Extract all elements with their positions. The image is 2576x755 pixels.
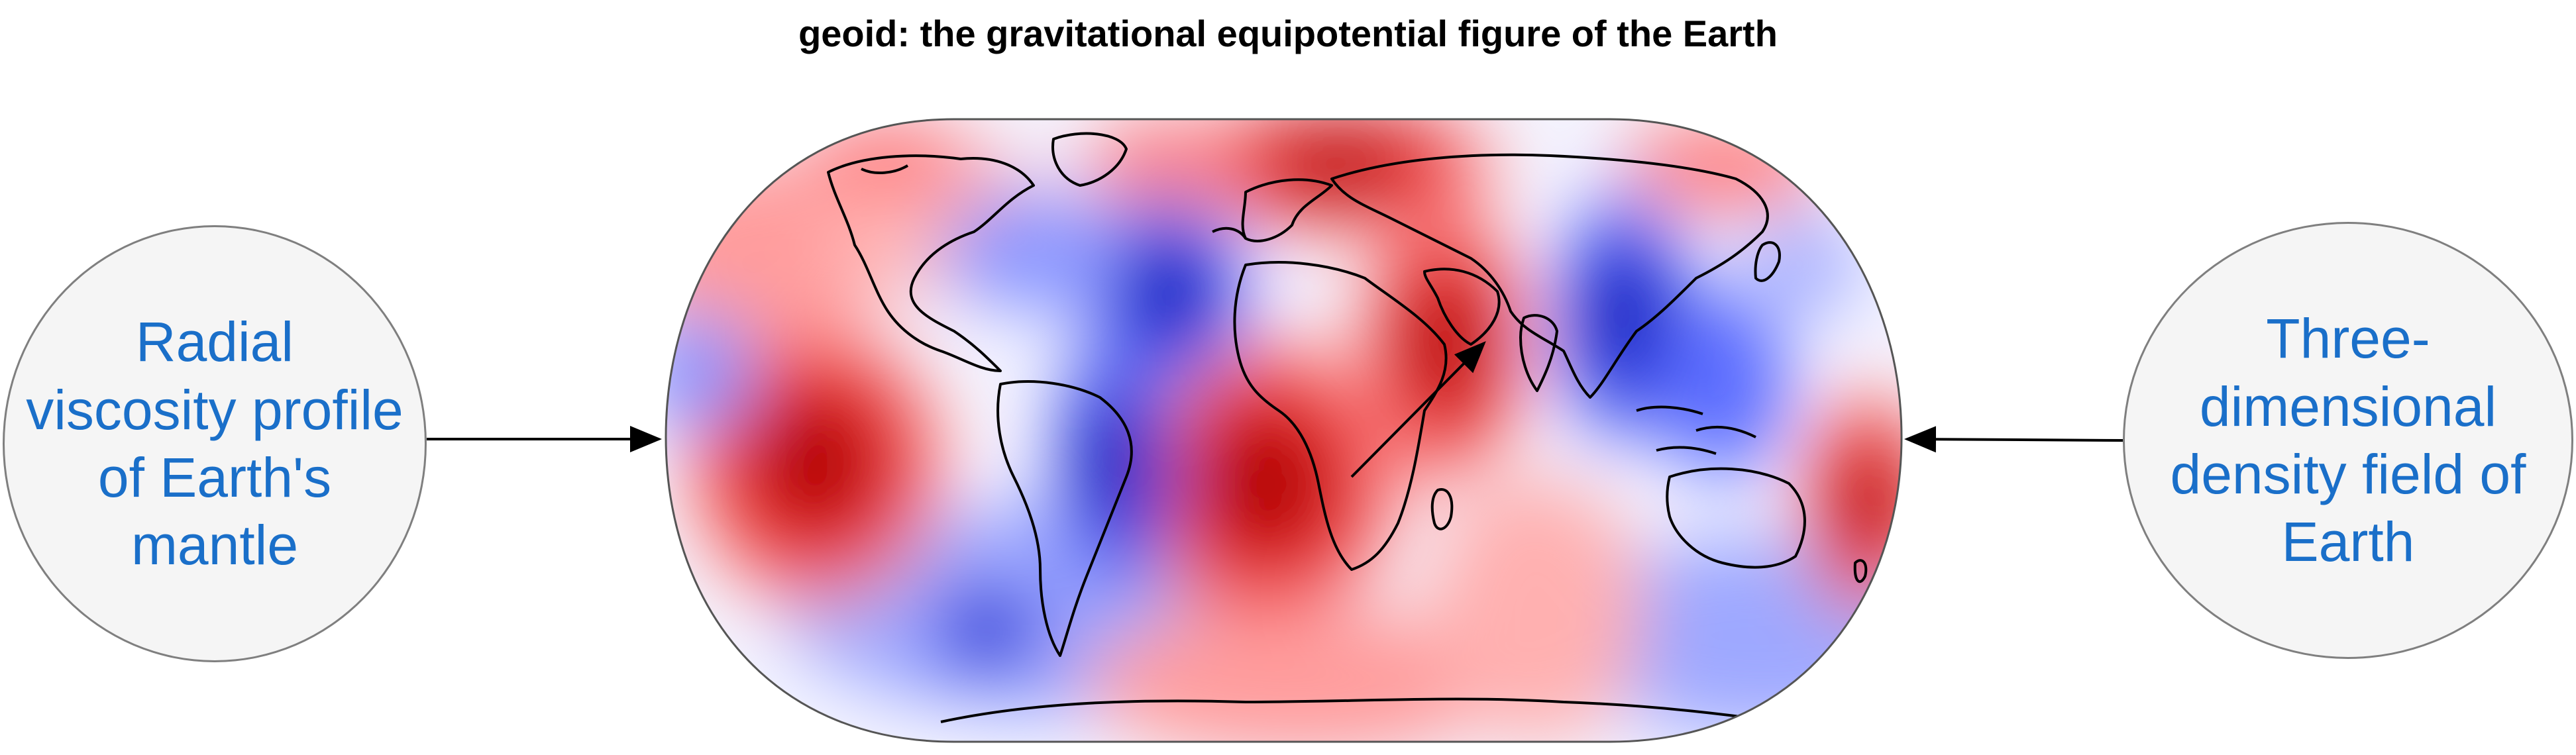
viscosity-profile-node: Radial viscosity profile of Earth's mant… <box>3 225 427 662</box>
figure-title: geoid: the gravitational equipotential f… <box>798 13 1778 54</box>
viscosity-profile-label: Radial viscosity profile of Earth's mant… <box>26 311 403 577</box>
africa-arrow <box>1350 341 1486 478</box>
coastlines <box>827 132 1868 727</box>
density-to-geoid-arrow <box>1904 426 2123 453</box>
density-field-label: Three-dimensional density field of Earth <box>2170 307 2526 574</box>
globe-outline <box>665 118 1903 743</box>
density-field-node: Three-dimensional density field of Earth <box>2123 222 2573 659</box>
geoid-field <box>666 119 1902 742</box>
